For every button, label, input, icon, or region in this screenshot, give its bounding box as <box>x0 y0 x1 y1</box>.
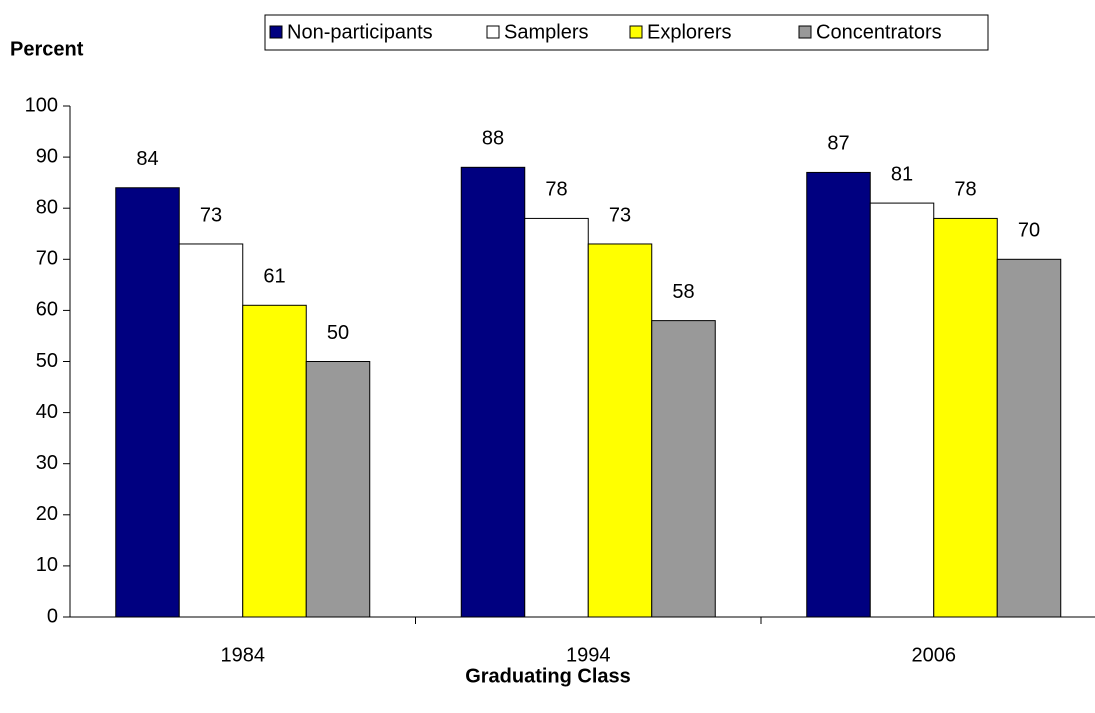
data-label: 78 <box>954 179 976 201</box>
y-tick-label: 30 <box>36 452 58 474</box>
bar <box>996 258 1062 618</box>
data-label: 84 <box>136 148 158 170</box>
legend-label: Non-participants <box>287 21 433 43</box>
data-label: 58 <box>672 281 694 303</box>
bar <box>933 217 998 618</box>
y-tick-label: 60 <box>36 299 58 321</box>
data-label: 73 <box>609 204 631 226</box>
bar <box>115 187 180 618</box>
x-tick-label: 1994 <box>566 644 611 666</box>
bar <box>651 320 716 618</box>
bar <box>524 217 589 618</box>
y-tick-label: 70 <box>36 248 58 270</box>
legend-swatch <box>798 25 812 39</box>
bar <box>305 361 371 618</box>
x-tick-label: 2006 <box>912 644 957 666</box>
data-label: 88 <box>482 128 504 150</box>
y-tick-label: 100 <box>25 94 58 116</box>
legend-label: Explorers <box>647 21 731 43</box>
legend-box <box>264 14 989 51</box>
y-tick-label: 0 <box>47 605 58 627</box>
bar <box>242 304 307 618</box>
bar <box>178 243 244 618</box>
bar <box>587 243 653 618</box>
legend-label: Concentrators <box>816 21 942 43</box>
x-tick-label: 1984 <box>221 644 266 666</box>
y-tick-label: 20 <box>36 503 58 525</box>
data-label: 78 <box>545 179 567 201</box>
data-label: 70 <box>1018 220 1040 242</box>
y-tick-label: 10 <box>36 554 58 576</box>
y-tick-label: 90 <box>36 145 58 167</box>
data-label: 61 <box>263 266 285 288</box>
y-axis-label: Percent <box>10 38 84 60</box>
legend-swatch <box>629 25 643 39</box>
legend-label: Samplers <box>504 21 588 43</box>
legend-swatch <box>269 25 283 39</box>
bar <box>460 166 526 618</box>
data-label: 81 <box>891 163 913 185</box>
data-label: 73 <box>200 204 222 226</box>
legend-swatch <box>486 25 500 39</box>
data-label: 50 <box>327 322 349 344</box>
y-tick-label: 80 <box>36 196 58 218</box>
bar <box>869 202 935 618</box>
y-tick-label: 40 <box>36 401 58 423</box>
data-label: 87 <box>827 133 849 155</box>
x-axis-label: Graduating Class <box>465 665 631 687</box>
y-tick-label: 50 <box>36 350 58 372</box>
bar <box>806 171 871 618</box>
